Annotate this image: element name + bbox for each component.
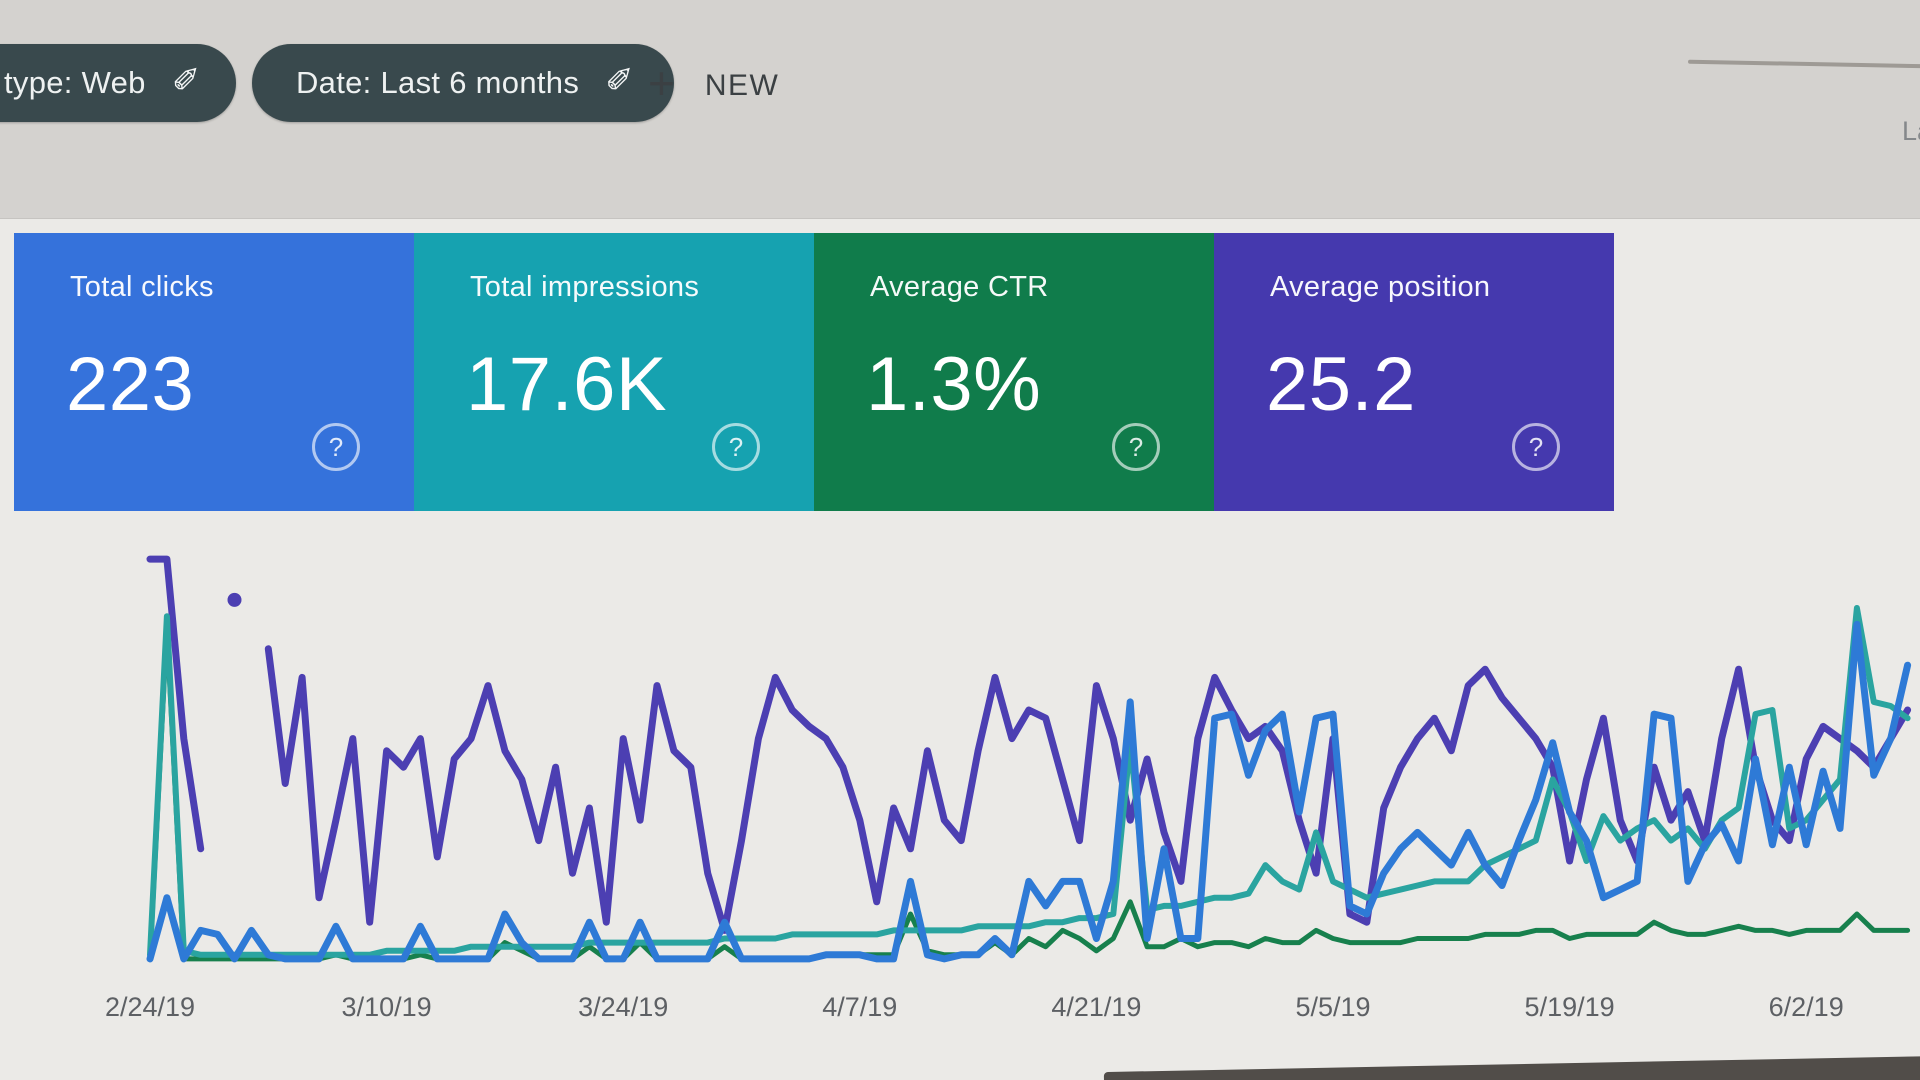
help-icon[interactable]: ? [1512,423,1560,471]
search-type-chip-label: type: Web [4,65,146,100]
card-value: 1.3% [866,342,1042,427]
filter-chip-date-range[interactable]: Date: Last 6 months ✐ [252,44,674,122]
series-line-average-position [146,555,1912,934]
card-label: Total clicks [70,271,214,303]
card-value: 17.6K [466,342,668,427]
edit-pencil-icon[interactable]: ✐ [171,62,201,100]
card-value: 223 [66,342,195,427]
new-filter-label: NEW [704,69,780,102]
card-label: Average position [1270,271,1491,303]
card-label: Average CTR [870,271,1049,303]
series-line-total-clicks [146,620,1912,963]
card-average-ctr[interactable]: Average CTR 1.3% ? [814,233,1214,511]
card-total-impressions[interactable]: Total impressions 17.6K ? [414,233,814,511]
card-total-clicks[interactable]: Total clicks 223 ? [14,233,414,511]
help-icon[interactable]: ? [312,423,360,471]
card-average-position[interactable]: Average position 25.2 ? [1214,233,1614,511]
card-value: 25.2 [1266,342,1416,427]
performance-panel: Total clicks 223 ? Total impressions 17.… [0,218,1920,1080]
isolated-data-point [227,592,242,607]
help-icon[interactable]: ? [712,423,760,471]
question-mark-glyph: ? [1528,431,1544,462]
filter-chip-search-type[interactable]: type: Web ✐ [0,44,237,122]
edit-pencil-icon[interactable]: ✐ [605,62,634,100]
summary-cards: Total clicks 223 ? Total impressions 17.… [14,233,1614,511]
date-chip-label: Date: Last 6 months [296,65,580,100]
question-mark-glyph: ? [728,431,744,462]
card-label: Total impressions [470,271,700,303]
question-mark-glyph: ? [328,431,344,462]
partial-text-top-right: La [1901,116,1920,146]
question-mark-glyph: ? [1128,431,1144,462]
help-icon[interactable]: ? [1112,423,1160,471]
filter-toolbar: type: Web ✐ Date: Last 6 months ✐ + NEW … [0,0,1920,218]
series-line-total-impressions [147,605,1911,958]
new-filter-button[interactable]: + NEW [648,56,779,116]
plus-icon: + [648,57,675,109]
